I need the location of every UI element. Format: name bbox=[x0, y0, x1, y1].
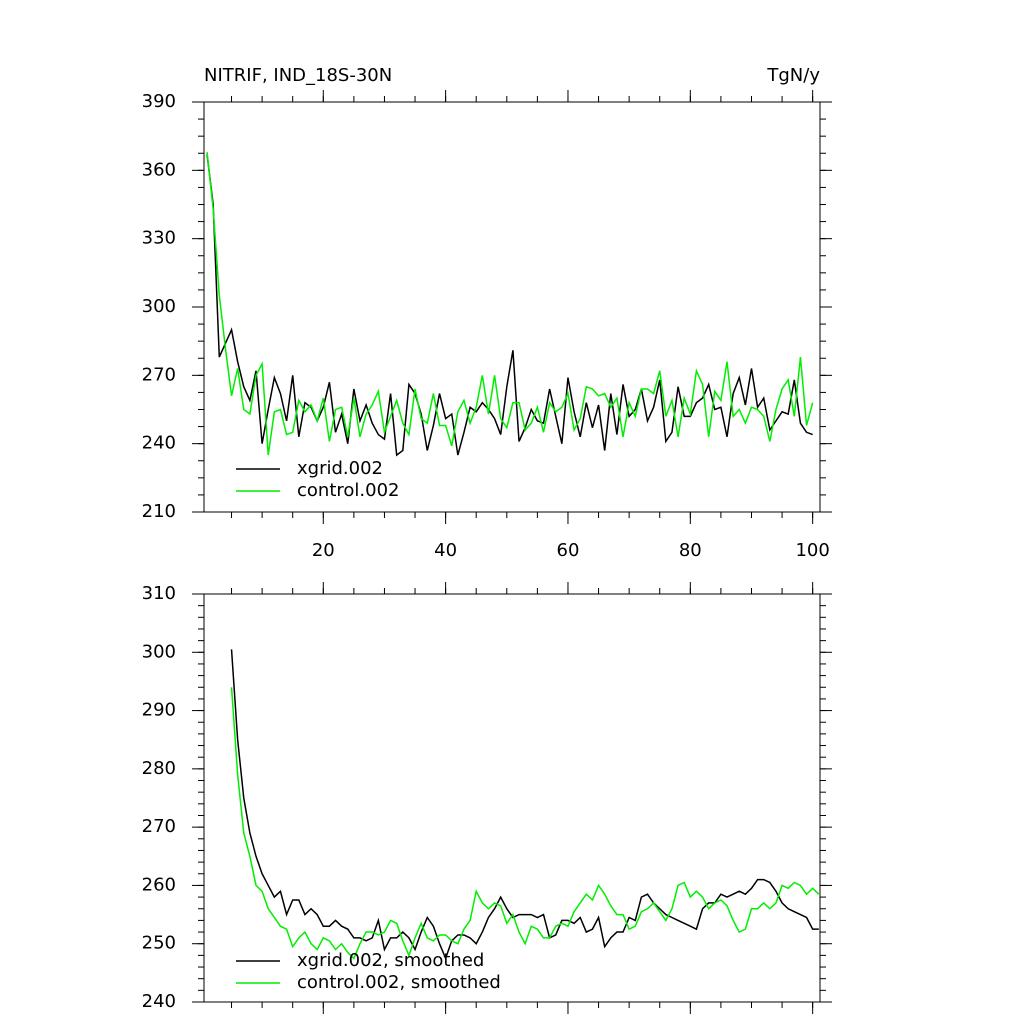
y-tick-label: 300 bbox=[142, 296, 176, 317]
data-line bbox=[230, 687, 820, 960]
y-tick-label: 290 bbox=[142, 700, 176, 721]
legend-label: xgrid.002 bbox=[297, 458, 383, 479]
y-tick-label: 210 bbox=[142, 501, 176, 522]
y-tick-label: 280 bbox=[142, 758, 176, 779]
legend-label: xgrid.002, smoothed bbox=[297, 950, 484, 971]
y-tick-label: 390 bbox=[142, 91, 176, 112]
data-line bbox=[206, 152, 814, 456]
units-label: TgN/y bbox=[766, 65, 820, 86]
y-tick-label: 250 bbox=[142, 933, 176, 954]
legend-label: control.002, smoothed bbox=[297, 972, 501, 993]
y-tick-label: 240 bbox=[142, 991, 176, 1012]
y-tick-label: 270 bbox=[142, 816, 176, 837]
y-tick-label: 270 bbox=[142, 364, 176, 385]
chart-title: NITRIF, IND_18S-30N bbox=[204, 65, 392, 86]
plot-frame bbox=[203, 101, 821, 513]
x-tick-label: 80 bbox=[679, 540, 702, 561]
y-tick-label: 240 bbox=[142, 433, 176, 454]
x-tick-label: 100 bbox=[795, 540, 829, 561]
data-line bbox=[206, 154, 813, 457]
plot-frame bbox=[203, 593, 821, 1003]
x-tick-label: 40 bbox=[434, 540, 457, 561]
axes bbox=[192, 582, 832, 1014]
x-tick-label: 20 bbox=[312, 540, 335, 561]
y-tick-label: 260 bbox=[142, 874, 176, 895]
data-line bbox=[230, 649, 819, 961]
axes bbox=[192, 90, 832, 524]
x-tick-label: 60 bbox=[557, 540, 580, 561]
y-tick-label: 310 bbox=[142, 583, 176, 604]
y-tick-label: 330 bbox=[142, 228, 176, 249]
legend-label: control.002 bbox=[297, 480, 399, 501]
y-tick-label: 360 bbox=[142, 159, 176, 180]
y-tick-label: 300 bbox=[142, 641, 176, 662]
